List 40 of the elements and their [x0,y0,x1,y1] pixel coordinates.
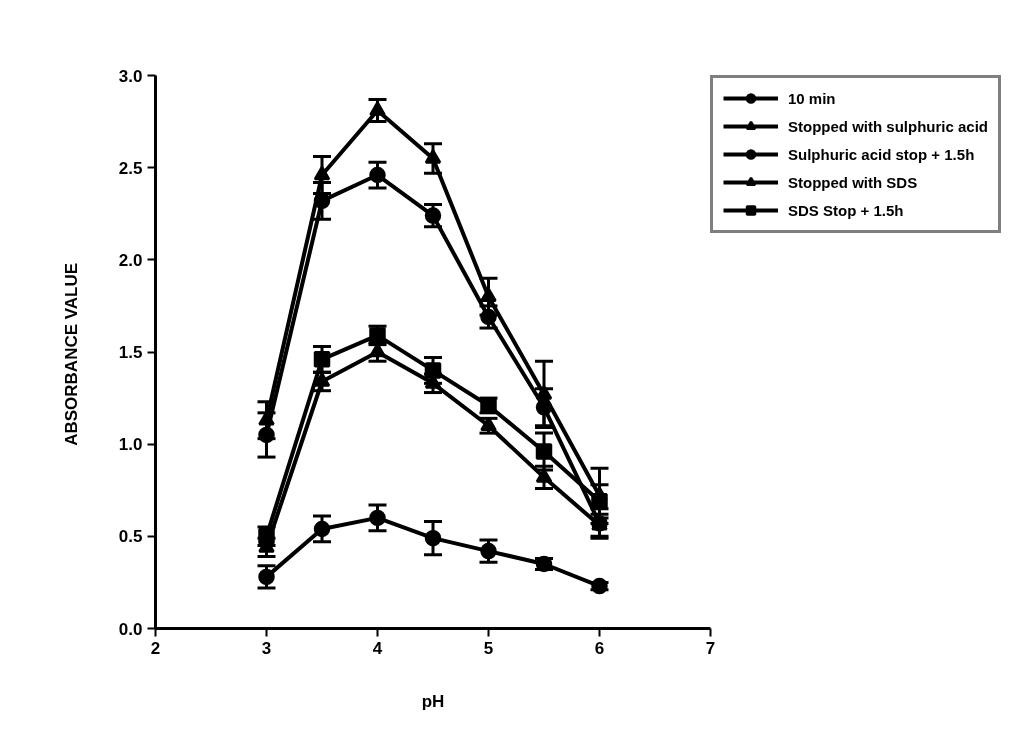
x-axis-title: pH [421,691,445,711]
legend-label: SDS Stop + 1.5h [788,201,904,219]
point [480,542,497,560]
y-tick-label: 0.0 [118,619,143,639]
point [258,426,275,444]
point [369,101,386,116]
y-tick-label: 3.0 [118,66,143,86]
x-tick-label: 7 [705,638,716,658]
y-tick-label: 2.5 [118,158,143,178]
point [591,493,608,510]
point [313,351,331,368]
point [480,287,497,302]
legend-label: 10 min [788,89,836,107]
y-tick-label: 1.5 [118,343,143,362]
point [313,372,331,387]
point [424,149,442,164]
y-tick-label: 2.0 [118,250,143,270]
point [424,362,442,379]
point [480,308,497,326]
legend-label: Sulphuric acid stop + 1.5h [788,145,975,163]
legend-label: Stopped with sulphuric acid [788,117,989,135]
x-tick-label: 3 [261,638,272,658]
point [424,207,442,224]
point [369,166,386,184]
point [313,165,331,181]
legend-label: Stopped with SDS [788,173,918,191]
point [535,443,553,460]
x-tick-label: 2 [150,638,161,658]
point [313,520,331,538]
point [424,529,442,547]
x-tick-label: 4 [372,638,383,658]
y-tick-label: 0.5 [118,527,143,547]
point [535,385,553,400]
point [369,509,386,527]
y-axis-title: ABSORBANCE VALUE [61,262,81,446]
point [535,399,553,416]
x-tick-label: 6 [594,638,605,658]
y-tick-label: 1.0 [118,435,143,455]
point [258,568,275,586]
x-tick-label: 5 [483,638,494,658]
